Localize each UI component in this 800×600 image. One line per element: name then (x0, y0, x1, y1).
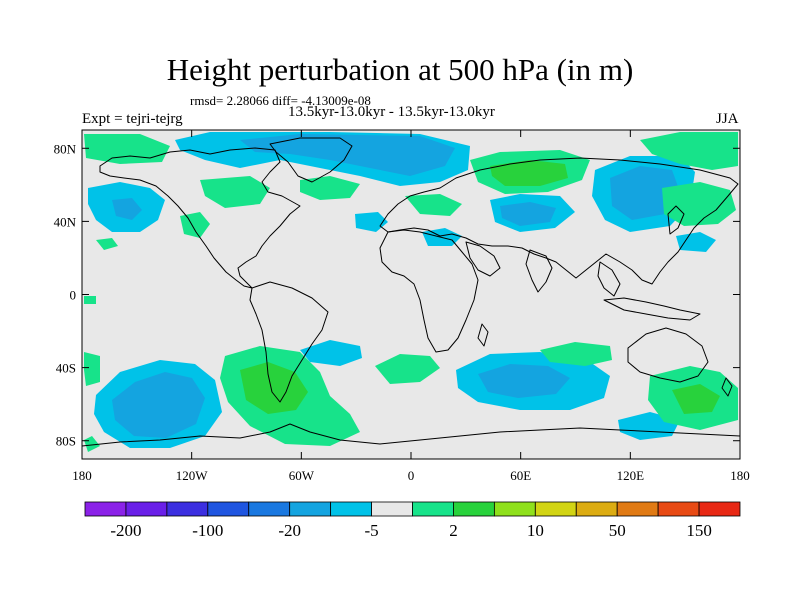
colorbar-swatch (125, 501, 168, 517)
colorbar-swatch (166, 501, 209, 517)
colorbar-label: 10 (527, 521, 544, 540)
coastline-arabia (465, 241, 501, 277)
x-tick-label: 120E (617, 468, 645, 483)
coastline-southeast-asia (597, 261, 621, 297)
coastline-eurasia (379, 157, 739, 285)
colorbar-swatch (657, 501, 700, 517)
x-tick-label: 180 (72, 468, 92, 483)
colorbar-label: 2 (449, 521, 458, 540)
anomaly-contour (240, 362, 308, 414)
stats-text: rmsd= 2.28066 diff= -4.13009e-08 (190, 93, 371, 108)
colorbar-swatch (616, 501, 659, 517)
anomaly-contour (240, 134, 455, 176)
anomaly-contour (672, 384, 720, 414)
x-tick-label: 120W (176, 468, 209, 483)
anomaly-contour (676, 232, 716, 252)
colorbar-swatch (84, 501, 127, 517)
anomaly-contour (200, 176, 270, 208)
anomaly-contour (112, 198, 142, 220)
anomaly-contour (84, 134, 170, 164)
colorbar-swatch (207, 501, 250, 517)
colorbar-swatch (575, 501, 618, 517)
y-tick-label: 80S (56, 434, 76, 449)
colorbar-swatch (698, 501, 741, 517)
colorbar-label: -100 (192, 521, 223, 540)
colorbar-label: 50 (609, 521, 626, 540)
x-tick-label: 60E (510, 468, 531, 483)
anomaly-contour (300, 340, 362, 366)
colorbar-swatch (534, 501, 577, 517)
anomaly-contour (500, 202, 556, 226)
anomaly-contour (610, 166, 680, 220)
coastline-japan (667, 205, 685, 235)
x-axis: 180 120W 60W 0 60E 120E 180 (72, 130, 750, 483)
coastline-south-america (249, 281, 329, 403)
coastline-africa (379, 229, 479, 353)
anomaly-contour (112, 372, 205, 438)
coastline-new-zealand (721, 377, 733, 397)
coastline-india (525, 249, 553, 293)
anomaly-contour (96, 238, 118, 250)
colorbar-swatch (453, 501, 495, 517)
anomaly-contour (640, 132, 738, 170)
coastline-north-america (99, 147, 301, 289)
colorbar-label: 150 (686, 521, 712, 540)
anomaly-field (84, 132, 738, 452)
anomaly-contour (490, 160, 568, 186)
anomaly-contour (662, 182, 736, 226)
anomaly-contour (180, 212, 210, 238)
x-tick-label: 180 (730, 468, 750, 483)
anomaly-contour (405, 194, 462, 216)
colorbar-label: -200 (110, 521, 141, 540)
y-tick-label: 40S (56, 361, 76, 376)
anomaly-contour (540, 342, 612, 366)
colorbar-label: -5 (364, 521, 378, 540)
colorbar-swatch (412, 501, 454, 517)
y-tick-label: 40N (54, 214, 77, 229)
colorbar-swatch (493, 501, 536, 517)
anomaly-contour (375, 354, 440, 384)
anomaly-contour (355, 212, 388, 232)
colorbar-swatch (371, 501, 413, 517)
anomaly-contour (84, 436, 100, 452)
experiment-label: Expt = tejri-tejrg (82, 111, 183, 127)
anomaly-contour (84, 352, 100, 386)
x-tick-label: 0 (408, 468, 415, 483)
coastlines (82, 137, 740, 447)
colorbar-label: -20 (278, 521, 301, 540)
coastline-australia (627, 327, 709, 383)
period-label: 13.5kyr-13.0kyr - 13.5kyr-13.0kyr (288, 104, 495, 120)
map-title: Height perturbation at 500 hPa (in m) (166, 52, 634, 87)
season-label: JJA (716, 111, 739, 127)
y-axis: 80N 40N 0 40S 80S (54, 141, 740, 449)
y-tick-label: 80N (54, 141, 77, 156)
coastline-madagascar (477, 323, 489, 347)
anomaly-contour (84, 296, 96, 304)
y-tick-label: 0 (70, 288, 77, 303)
colorbar: -200 -100 -20 -5 2 10 50 150 (84, 501, 741, 540)
colorbar-swatch (289, 501, 332, 517)
colorbar-swatch (330, 501, 372, 517)
coastline-greenland (269, 137, 353, 183)
anomaly-contour (478, 364, 570, 398)
x-tick-label: 60W (289, 468, 315, 483)
anomaly-contour (300, 176, 360, 200)
coastline-antarctica (82, 423, 740, 447)
coastline-indonesia (603, 297, 701, 321)
colorbar-swatch (248, 501, 291, 517)
